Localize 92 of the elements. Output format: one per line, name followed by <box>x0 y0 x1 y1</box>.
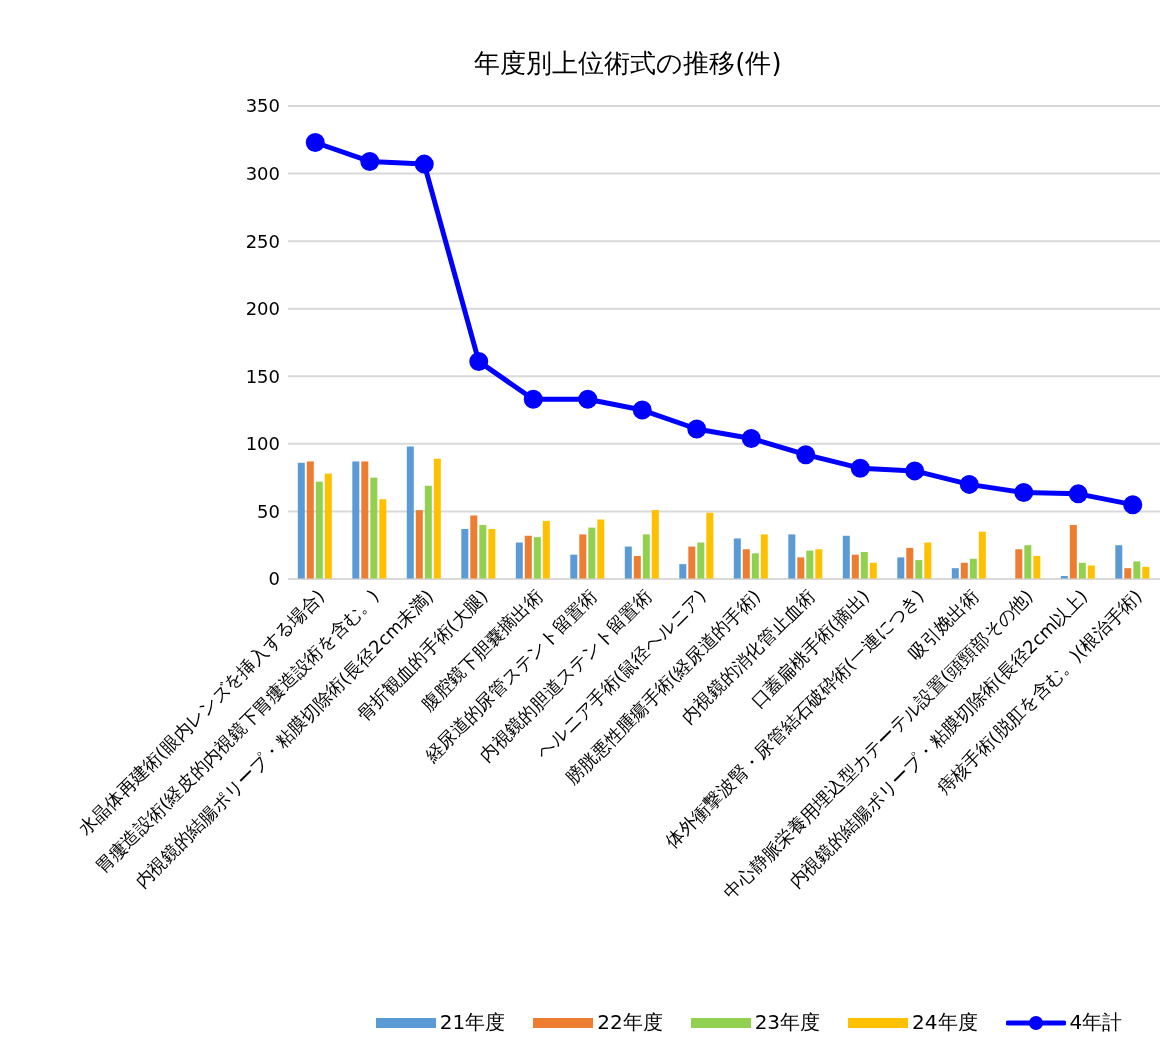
bar <box>1024 545 1032 579</box>
bar <box>352 461 360 579</box>
bar <box>924 542 932 579</box>
y-tick-label: 0 <box>268 568 280 590</box>
bar <box>361 461 369 579</box>
bar <box>1124 568 1132 579</box>
bar <box>533 537 541 579</box>
bar <box>433 458 441 579</box>
bar <box>488 529 496 579</box>
y-tick-label: 50 <box>257 500 280 522</box>
bar <box>633 556 641 579</box>
bar <box>1015 549 1023 579</box>
y-tick-label: 100 <box>245 433 280 455</box>
bar <box>315 481 323 579</box>
bar <box>742 549 750 579</box>
bar <box>542 520 550 579</box>
bar <box>960 562 968 579</box>
bar <box>978 531 986 579</box>
bar <box>651 510 659 579</box>
bar <box>470 515 478 579</box>
y-tick-label: 200 <box>245 298 280 320</box>
point <box>796 445 816 465</box>
bar <box>842 535 850 579</box>
legend-label: 22年度 <box>597 1009 663 1036</box>
bar <box>1033 556 1041 579</box>
point <box>578 389 598 409</box>
point <box>414 154 434 174</box>
y-tick-label: 350 <box>245 95 280 117</box>
bar <box>306 461 314 579</box>
bar <box>297 462 305 579</box>
bar <box>515 542 523 579</box>
point <box>523 389 543 409</box>
point <box>469 351 489 371</box>
point <box>1014 483 1034 503</box>
bar <box>806 550 814 579</box>
y-tick-label: 300 <box>245 162 280 184</box>
bar <box>406 446 414 579</box>
bar <box>415 510 423 579</box>
bar <box>869 562 877 579</box>
bar <box>733 538 741 579</box>
bar <box>706 512 714 579</box>
point <box>850 458 870 478</box>
bar <box>370 477 378 579</box>
bar <box>479 524 487 579</box>
bar <box>1087 565 1095 579</box>
bar <box>688 546 696 579</box>
bar <box>760 534 768 579</box>
bar <box>579 534 587 579</box>
bar <box>679 564 687 579</box>
bar <box>461 529 469 579</box>
bar <box>1133 561 1141 579</box>
bar <box>788 534 796 579</box>
legend-label: 21年度 <box>439 1009 506 1036</box>
bar <box>588 527 596 579</box>
bar <box>324 473 332 579</box>
point <box>632 400 652 420</box>
bar <box>1115 545 1123 579</box>
point <box>1068 484 1088 504</box>
bar <box>1142 566 1150 579</box>
point <box>305 132 325 152</box>
bar <box>851 554 859 579</box>
y-tick-label: 250 <box>245 230 280 252</box>
bar <box>624 546 632 579</box>
bar <box>906 547 914 579</box>
legend-label: 4年計 <box>1069 1009 1123 1036</box>
bar <box>570 554 578 579</box>
bar <box>379 499 387 579</box>
point <box>905 461 925 481</box>
bar <box>897 557 905 579</box>
bar <box>697 542 705 579</box>
bar <box>797 557 805 579</box>
point <box>741 428 761 448</box>
bar <box>860 551 868 579</box>
bar <box>951 568 959 579</box>
bar <box>751 553 759 579</box>
point <box>959 474 979 494</box>
chart-title: 年度別上位術式の推移(件) <box>473 47 783 80</box>
y-tick-label: 150 <box>245 365 280 387</box>
bar <box>915 560 923 579</box>
bar <box>1069 524 1077 579</box>
bar <box>642 534 650 579</box>
legend-label: 23年度 <box>754 1009 821 1036</box>
legend-label: 24年度 <box>912 1009 978 1036</box>
point <box>360 151 380 171</box>
bar <box>424 485 432 579</box>
bar <box>597 519 605 579</box>
bar <box>969 558 977 579</box>
point <box>1123 495 1143 515</box>
bar <box>815 549 823 579</box>
point <box>687 419 707 439</box>
bar <box>524 535 532 579</box>
bar <box>1078 562 1086 579</box>
